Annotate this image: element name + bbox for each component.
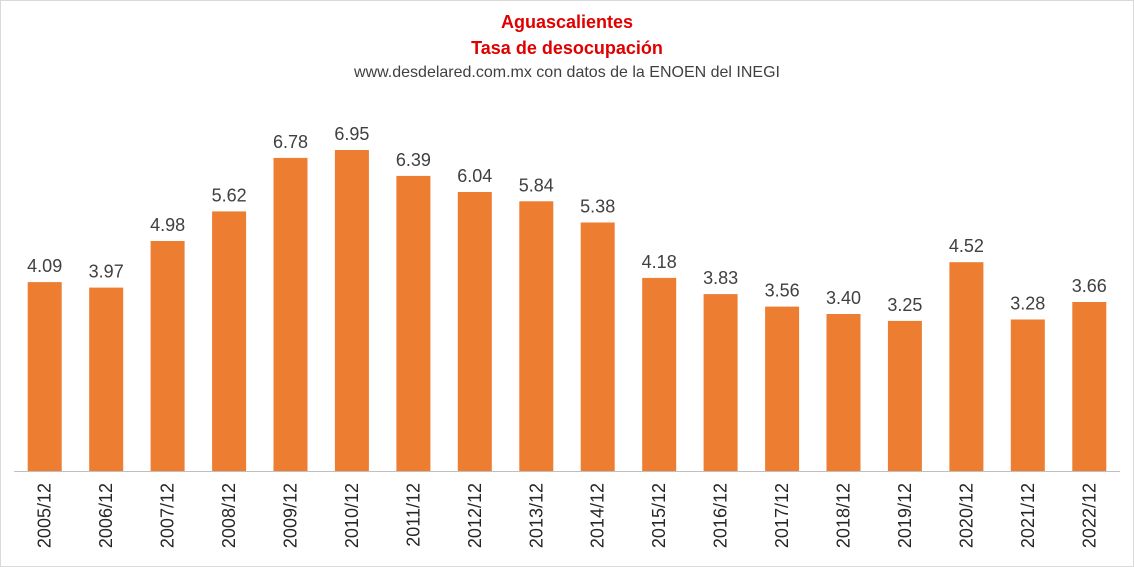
x-tick-label-2014-12: 2014/12 xyxy=(588,483,608,548)
data-label-2008-12: 5.62 xyxy=(212,185,247,205)
bar-2012-12 xyxy=(457,192,492,471)
data-label-2022-12: 3.66 xyxy=(1072,276,1107,296)
data-label-2005-12: 4.09 xyxy=(27,256,62,276)
bar-2005-12 xyxy=(27,282,62,471)
x-tick-label-2022-12: 2022/12 xyxy=(1079,483,1099,548)
x-tick-label-2012-12: 2012/12 xyxy=(465,483,485,548)
data-label-2010-12: 6.95 xyxy=(334,124,369,144)
x-tick-label-2013-12: 2013/12 xyxy=(526,483,546,548)
x-tick-label-2010-12: 2010/12 xyxy=(342,483,362,548)
bar-2015-12 xyxy=(642,277,677,471)
data-label-2006-12: 3.97 xyxy=(89,262,124,282)
data-label-2016-12: 3.83 xyxy=(703,268,738,288)
bar-2016-12 xyxy=(703,294,738,471)
bar-2011-12 xyxy=(396,175,431,471)
bar-2017-12 xyxy=(765,306,800,471)
chart-title: Aguascalientes xyxy=(500,12,634,32)
bar-2008-12 xyxy=(212,211,247,471)
data-label-2020-12: 4.52 xyxy=(949,236,984,256)
x-tick-label-2017-12: 2017/12 xyxy=(772,483,792,548)
data-label-2018-12: 3.40 xyxy=(826,288,861,308)
bar-2007-12 xyxy=(150,241,185,471)
bar-2014-12 xyxy=(580,222,615,471)
bar-2019-12 xyxy=(887,320,922,471)
bar-2009-12 xyxy=(273,157,308,471)
chart-subtitle: Tasa de desocupación xyxy=(471,38,663,58)
data-label-2009-12: 6.78 xyxy=(273,132,308,152)
x-tick-label-2020-12: 2020/12 xyxy=(956,483,976,548)
data-label-2015-12: 4.18 xyxy=(642,252,677,272)
data-label-2014-12: 5.38 xyxy=(580,197,615,217)
x-tick-label-2006-12: 2006/12 xyxy=(96,483,116,548)
bar-2021-12 xyxy=(1010,319,1045,471)
data-label-2011-12: 6.39 xyxy=(396,150,431,170)
chart-source: www.desdelared.com.mx con datos de la EN… xyxy=(354,64,780,81)
x-tick-label-2016-12: 2016/12 xyxy=(711,483,731,548)
x-tick-label-2021-12: 2021/12 xyxy=(1018,483,1038,548)
x-tick-label-2019-12: 2019/12 xyxy=(895,483,915,548)
bar-2020-12 xyxy=(949,262,984,471)
data-label-2017-12: 3.56 xyxy=(765,281,800,301)
bar-2013-12 xyxy=(519,201,554,472)
bar-2006-12 xyxy=(89,287,124,471)
data-label-2019-12: 3.25 xyxy=(887,295,922,315)
x-tick-label-2015-12: 2015/12 xyxy=(649,483,669,548)
data-label-2007-12: 4.98 xyxy=(150,215,185,235)
x-tick-label-2018-12: 2018/12 xyxy=(834,483,854,548)
bar-2010-12 xyxy=(334,150,369,471)
x-tick-label-2007-12: 2007/12 xyxy=(158,483,178,548)
data-label-2013-12: 5.84 xyxy=(519,175,554,195)
x-tick-label-2008-12: 2008/12 xyxy=(219,483,239,548)
x-tick-label-2005-12: 2005/12 xyxy=(35,483,55,548)
bar-2018-12 xyxy=(826,314,861,471)
data-label-2021-12: 3.28 xyxy=(1010,294,1045,314)
x-tick-label-2009-12: 2009/12 xyxy=(281,483,301,548)
x-tick-label-2011-12: 2011/12 xyxy=(403,483,423,547)
data-label-2012-12: 6.04 xyxy=(457,166,492,186)
bar-2022-12 xyxy=(1072,302,1107,471)
